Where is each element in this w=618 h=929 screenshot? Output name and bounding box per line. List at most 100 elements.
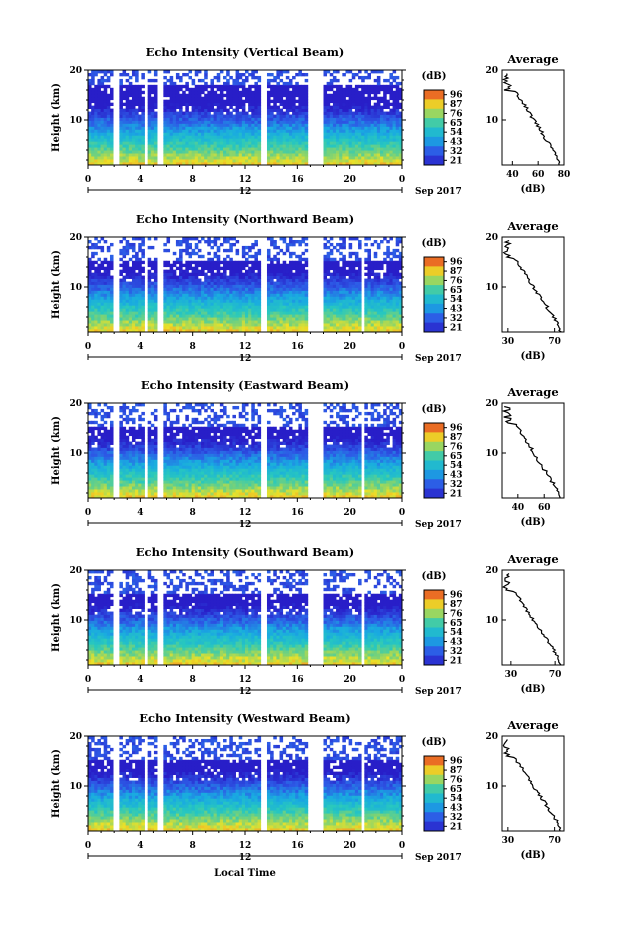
heatmap-cell — [332, 99, 337, 104]
heatmap-cell — [175, 87, 180, 92]
heatmap-cell — [179, 96, 183, 101]
heatmap-cell — [122, 269, 127, 274]
heatmap-cell — [279, 290, 284, 294]
heatmap-cell — [288, 275, 293, 279]
heatmap-cell — [232, 84, 236, 89]
heatmap-cell — [97, 123, 101, 127]
heatmap-cell — [210, 81, 214, 86]
heatmap-cell — [389, 311, 393, 315]
heatmap-cell — [138, 320, 142, 324]
heatmap-cell — [270, 299, 274, 303]
heatmap-cell — [241, 84, 246, 89]
heatmap-cell — [392, 117, 397, 121]
heatmap-cell — [194, 290, 199, 294]
heatmap-cell — [301, 237, 306, 241]
heatmap-cell — [179, 159, 183, 163]
heatmap-cell — [194, 147, 199, 151]
heatmap-cell — [91, 156, 95, 160]
heatmap-cell — [398, 263, 403, 268]
colorbar-segment — [424, 155, 444, 166]
heatmap-cell — [197, 272, 202, 276]
heatmap-cell — [97, 284, 101, 288]
heatmap-cell — [172, 132, 177, 136]
heatmap-cell — [395, 84, 400, 89]
heatmap-cell — [94, 281, 98, 285]
heatmap-cell — [166, 263, 171, 268]
heatmap-cell — [207, 308, 211, 312]
heatmap-cell — [254, 141, 258, 145]
heatmap-cell — [301, 329, 306, 333]
heatmap-cell — [138, 314, 142, 318]
heatmap-cell — [179, 156, 183, 160]
heatmap-cell — [153, 305, 158, 309]
heatmap-cell — [109, 144, 114, 148]
heatmap-cell — [266, 126, 271, 130]
heatmap-cell — [226, 302, 230, 306]
heatmap-cell — [166, 78, 171, 83]
heatmap-cell — [135, 147, 139, 151]
heatmap-cell — [197, 248, 202, 253]
heatmap-cell — [191, 81, 196, 86]
heatmap-cell — [223, 248, 227, 253]
heatmap-cell — [298, 326, 302, 330]
heatmap-cell — [235, 275, 240, 279]
heatmap-cell — [370, 144, 375, 148]
heatmap-cell — [380, 159, 384, 163]
heatmap-cell — [304, 78, 309, 83]
heatmap-cell — [147, 245, 152, 250]
heatmap-cell — [395, 141, 400, 145]
heatmap-cell — [119, 144, 123, 148]
heatmap-cell — [163, 323, 167, 327]
heatmap-cell — [147, 141, 152, 145]
heatmap-cell — [342, 72, 346, 77]
heatmap-cell — [292, 239, 296, 244]
heatmap-cell — [245, 75, 249, 80]
heatmap-cell — [285, 70, 290, 74]
heatmap-cell — [370, 159, 375, 163]
heatmap-cell — [226, 296, 230, 300]
heatmap-cell — [301, 72, 306, 77]
x-tick-label: 8 — [190, 342, 196, 352]
heatmap-cell — [182, 102, 186, 107]
heatmap-cell — [376, 242, 381, 247]
heatmap-cell — [223, 299, 227, 303]
heatmap-cell — [257, 132, 262, 136]
heatmap-cell — [364, 90, 368, 95]
heatmap-cell — [386, 132, 390, 136]
heatmap-cell — [131, 278, 136, 282]
heatmap-cell — [292, 108, 296, 112]
heatmap-cell — [254, 251, 258, 256]
heatmap-cell — [175, 156, 180, 160]
heatmap-cell — [370, 129, 375, 133]
heatmap-cell — [128, 147, 133, 151]
heatmap-cell — [235, 78, 240, 83]
heatmap-cell — [235, 126, 240, 130]
heatmap-cell — [348, 281, 353, 285]
heatmap-cell — [194, 299, 199, 303]
heatmap-cell — [232, 269, 236, 274]
heatmap-cell — [389, 84, 393, 89]
heatmap-cell — [257, 269, 262, 274]
heatmap-cell — [150, 108, 155, 112]
heatmap-cell — [279, 87, 284, 92]
heatmap-cell — [131, 254, 136, 259]
heatmap-cell — [216, 105, 221, 109]
heatmap-cell — [128, 144, 133, 148]
heatmap-cell — [238, 111, 243, 115]
heatmap-cell — [147, 108, 152, 112]
heatmap-cell — [201, 323, 205, 327]
heatmap-cell — [392, 114, 397, 118]
heatmap-cell — [386, 317, 390, 321]
heatmap-cell — [150, 266, 155, 271]
heatmap-cell — [204, 311, 208, 315]
heatmap-cell — [235, 111, 240, 115]
heatmap-cell — [348, 114, 353, 118]
heatmap-cell — [373, 129, 378, 133]
heatmap-cell — [364, 99, 368, 104]
heatmap-cell — [169, 269, 174, 274]
heatmap-cell — [367, 159, 371, 163]
heatmap-cell — [175, 138, 180, 142]
heatmap-cell — [380, 120, 384, 124]
heatmap-cell — [166, 114, 171, 118]
heatmap-cell — [141, 132, 145, 136]
